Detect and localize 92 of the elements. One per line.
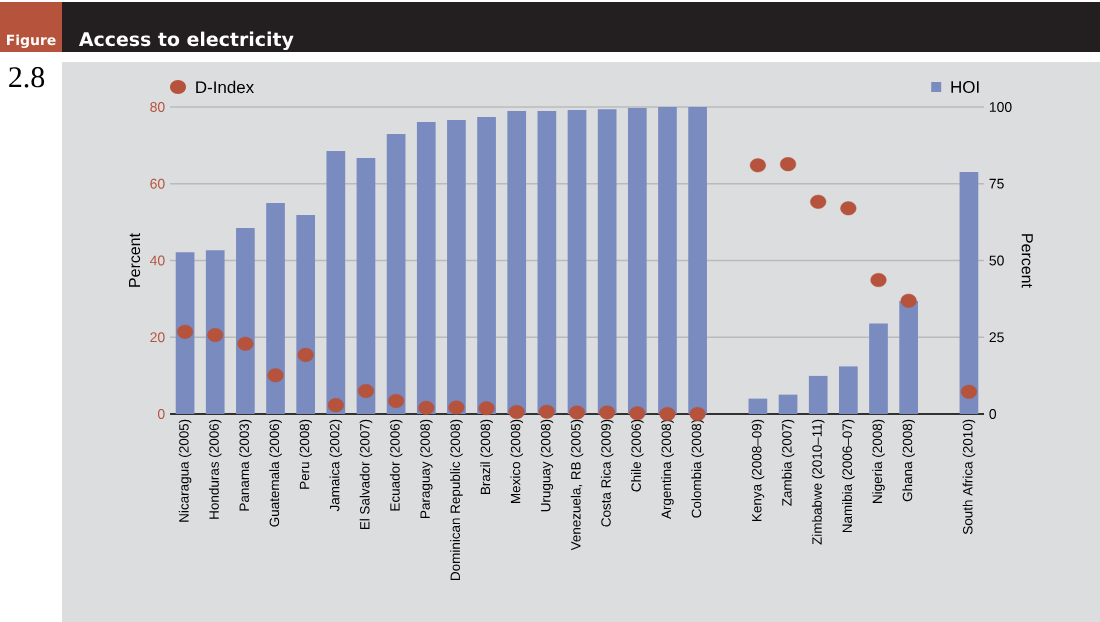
y2-tick-label: 0 <box>989 409 997 419</box>
point <box>749 158 766 173</box>
point <box>960 384 977 399</box>
x-tick-label: Zambia (2007) <box>781 419 795 506</box>
point <box>780 157 797 172</box>
y2-tick-label: 100 <box>989 102 1012 112</box>
y2-tick-label: 75 <box>989 178 1004 189</box>
point <box>297 347 314 362</box>
bar <box>236 227 255 414</box>
x-tick-label: South Africa (2010) <box>962 419 976 535</box>
bar <box>688 106 707 414</box>
bar <box>537 110 557 414</box>
y-tick-label: 40 <box>149 255 165 266</box>
bar <box>205 250 225 414</box>
point <box>810 194 827 209</box>
bar <box>386 134 406 414</box>
legend-label: D-Index <box>196 80 254 94</box>
bar <box>175 252 195 414</box>
x-tick-label: Panama (2003) <box>239 419 252 511</box>
bar <box>808 375 828 414</box>
point <box>629 406 646 421</box>
point <box>870 273 887 288</box>
x-tick-label: Argentina (2008) <box>661 419 674 519</box>
x-tick-label: Brazil (2008) <box>480 419 493 494</box>
point <box>357 383 374 398</box>
x-tick-label: Uruguay (2008) <box>540 419 554 512</box>
bar <box>839 366 858 414</box>
y2-axis-title: Percent <box>1021 234 1033 288</box>
x-tick-label: Dominican Republic (2008) <box>450 419 463 580</box>
bar <box>356 157 376 414</box>
x-tick-label: Colombia (2008) <box>691 419 704 518</box>
text: 2.8 <box>9 67 45 88</box>
x-tick-label: Chile (2006) <box>631 419 644 492</box>
x-tick-label: Ghana (2008) <box>902 419 915 502</box>
point <box>478 401 495 416</box>
x-tick-label: Kenya (2008–09) <box>751 419 765 521</box>
y-axis-title: Percent <box>129 233 141 287</box>
y-tick-label: 20 <box>150 332 165 343</box>
bar <box>899 301 918 414</box>
point <box>267 368 284 383</box>
point <box>418 400 435 415</box>
bar <box>959 172 979 414</box>
x-tick-label: Paraguay (2008) <box>420 419 433 518</box>
x-tick-label: Jamaica (2002) <box>329 419 343 512</box>
x-tick-label: Nicaragua (2005) <box>178 419 192 522</box>
x-tick-label: Venezuela, RB (2005) <box>570 419 584 551</box>
bar <box>447 119 466 414</box>
bar <box>507 110 527 414</box>
bar <box>597 109 617 414</box>
point <box>508 405 525 420</box>
point <box>689 406 706 421</box>
x-tick-label: Ecuador (2006) <box>389 419 403 511</box>
bar <box>477 117 496 414</box>
point <box>327 398 344 413</box>
point <box>177 324 194 339</box>
y2-tick-label: 25 <box>989 332 1004 343</box>
y-tick-label: 60 <box>150 178 165 189</box>
y-tick-label: 80 <box>150 102 165 112</box>
x-tick-label: Honduras (2006) <box>208 419 222 519</box>
point <box>599 405 616 420</box>
bar <box>296 215 316 414</box>
x-tick-label: Nigeria (2008) <box>872 419 885 503</box>
point <box>568 405 586 420</box>
bar <box>658 106 677 414</box>
x-tick-label: Guatemala (2006) <box>269 419 282 527</box>
x-tick-label: Namibia (2006–07) <box>842 419 855 533</box>
x-tick-label: Zimbabwe (2010–11) <box>811 419 825 545</box>
bar <box>778 394 798 414</box>
point <box>237 336 254 351</box>
y2-tick-label: 50 <box>989 255 1004 266</box>
bar <box>567 110 587 414</box>
x-tick-label: El Salvador (2007) <box>359 419 373 530</box>
x-tick-label: Costa Rica (2009) <box>600 419 614 527</box>
x-tick-label: Peru (2008) <box>299 419 312 489</box>
bar <box>627 107 647 414</box>
point <box>659 406 676 421</box>
point <box>207 327 224 342</box>
bar <box>266 203 285 414</box>
chart-title: Access to electricity <box>78 31 294 51</box>
bar <box>326 150 346 414</box>
y-tick-label: 0 <box>157 409 165 419</box>
point <box>840 201 857 216</box>
point <box>388 393 405 408</box>
x-tick-label: Mexico (2008) <box>510 419 523 503</box>
point <box>900 293 917 308</box>
bar <box>748 398 768 414</box>
bar <box>416 122 436 414</box>
bar <box>869 323 888 414</box>
legend-label: HOI <box>951 80 979 93</box>
text: Figure <box>7 34 56 48</box>
point <box>448 400 465 415</box>
point <box>538 404 555 419</box>
